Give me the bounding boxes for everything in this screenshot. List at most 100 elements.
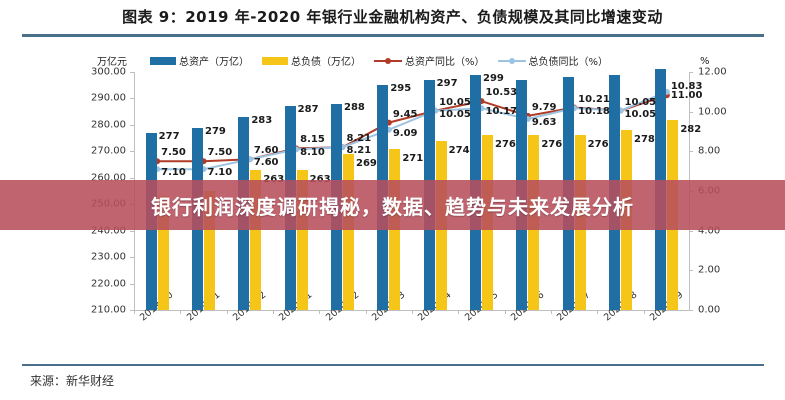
bar-total-liabilities xyxy=(296,169,308,310)
x-axis-tick xyxy=(504,310,506,314)
left-axis-tick-label: 270.00 xyxy=(91,145,126,157)
right-axis-tick xyxy=(689,72,693,73)
bar-label-total-liabilities: 276 xyxy=(587,139,609,151)
bar-label-total-liabilities: 269 xyxy=(356,157,377,169)
left-axis-tick xyxy=(130,230,134,232)
point-label-liability-yoy: 8.21 xyxy=(346,145,372,157)
point-label-liability-yoy: 8.10 xyxy=(300,147,325,159)
left-axis-tick xyxy=(130,310,134,311)
x-axis-tick xyxy=(597,310,599,314)
right-axis-unit: % xyxy=(700,56,710,67)
right-axis-tick xyxy=(689,151,693,153)
right-axis-tick-label: 2.00 xyxy=(698,264,721,276)
bar-label-total-assets: 283 xyxy=(251,114,273,126)
x-axis-tick xyxy=(273,310,274,314)
point-label-asset-yoy: 10.53 xyxy=(485,87,518,99)
footer-divider xyxy=(22,364,764,366)
overlay-banner: 银行利润深度调研揭秘，数据、趋势与未来发展分析 xyxy=(0,180,785,230)
right-axis-tick-label: 12.00 xyxy=(698,66,727,78)
legend-item-label: 总资产（万亿） xyxy=(179,57,249,68)
left-axis-tick xyxy=(130,151,134,153)
point-label-asset-yoy: 10.05 xyxy=(439,96,471,108)
left-axis-tick xyxy=(130,283,134,285)
bar-label-total-liabilities: 278 xyxy=(634,134,655,146)
x-axis-tick xyxy=(365,310,367,314)
left-axis-unit: 万亿元 xyxy=(97,57,127,68)
point-label-liability-yoy: 7.10 xyxy=(161,167,186,179)
x-axis-tick xyxy=(180,310,182,314)
source-note: 来源：新华财经 xyxy=(30,374,115,388)
x-axis-tick xyxy=(458,310,460,314)
left-axis-tick-label: 210.00 xyxy=(91,304,126,316)
bar-label-total-liabilities: 282 xyxy=(680,123,702,135)
point-label-asset-yoy: 9.79 xyxy=(531,101,557,113)
legend-swatch-line xyxy=(374,56,402,66)
point-label-liability-yoy: 9.09 xyxy=(392,127,418,139)
legend-item-3[interactable]: 总负债同比（%） xyxy=(497,53,608,68)
point-label-liability-yoy: 9.63 xyxy=(531,117,557,128)
bar-total-liabilities xyxy=(343,153,354,310)
left-axis-tick-label: 300.00 xyxy=(91,66,126,78)
point-label-asset-yoy: 9.45 xyxy=(392,108,418,120)
bar-label-total-assets: 277 xyxy=(158,130,180,142)
legend-swatch-bar xyxy=(262,56,288,65)
left-axis-tick-label: 290.00 xyxy=(91,92,126,104)
left-axis-tick-label: 220.00 xyxy=(91,278,126,290)
legend-item-0[interactable]: 总资产（万亿） xyxy=(150,53,249,68)
x-axis-tick xyxy=(551,310,552,314)
left-axis-tick-label: 280.00 xyxy=(91,119,126,131)
bar-total-liabilities xyxy=(157,196,169,310)
left-axis-tick xyxy=(130,98,134,100)
legend-item-1[interactable]: 总负债（万亿） xyxy=(262,53,361,68)
legend-item-label: 总负债（万亿） xyxy=(291,57,361,68)
left-axis-tick-label: 260.00 xyxy=(91,172,126,184)
point-label-liability-yoy: 11.00 xyxy=(670,89,703,101)
point-label-asset-yoy: 10.05 xyxy=(624,96,657,108)
legend-item-label: 总资产同比（%） xyxy=(405,57,485,68)
left-axis-tick xyxy=(130,177,134,179)
x-axis-tick xyxy=(226,310,228,314)
bar-total-liabilities xyxy=(250,169,262,310)
right-axis-tick xyxy=(689,230,693,232)
point-label-asset-yoy: 10.21 xyxy=(578,93,610,105)
bar-label-total-assets: 299 xyxy=(483,72,504,84)
right-axis-tick xyxy=(689,270,693,272)
bar-total-liabilities xyxy=(204,191,215,310)
bar-label-total-liabilities: 271 xyxy=(402,152,424,164)
left-axis-tick-label: 230.00 xyxy=(91,251,126,263)
chart-legend: 总资产（万亿） 总负债（万亿） 总资产同比（%） 总负债同比（%） xyxy=(150,53,608,68)
overlay-banner-text: 银行利润深度调研揭秘，数据、趋势与未来发展分析 xyxy=(151,194,634,219)
point-label-asset-yoy: 7.50 xyxy=(207,147,233,159)
legend-swatch-line xyxy=(497,56,526,66)
bar-label-total-liabilities: 263 xyxy=(310,174,331,185)
x-axis-tick xyxy=(412,310,413,314)
right-axis-tick-label: 8.00 xyxy=(698,145,721,157)
point-label-asset-yoy: 7.50 xyxy=(161,147,186,159)
point-label-liability-yoy: 10.18 xyxy=(578,106,610,118)
point-label-liability-yoy: 10.17 xyxy=(485,106,518,118)
right-axis-tick-label: 4.00 xyxy=(698,225,721,237)
point-label-liability-yoy: 7.10 xyxy=(207,167,233,179)
bar-label-total-liabilities: 276 xyxy=(541,139,563,151)
point-label-asset-yoy: 10.83 xyxy=(670,81,703,93)
point-label-asset-yoy: 7.60 xyxy=(253,145,279,157)
legend-item-2[interactable]: 总资产同比（%） xyxy=(374,53,485,68)
left-axis-tick xyxy=(130,72,134,73)
bar-label-total-assets: 288 xyxy=(344,101,365,113)
point-label-liability-yoy: 7.60 xyxy=(253,157,279,169)
point-label-liability-yoy: 10.05 xyxy=(439,108,471,120)
right-axis-tick xyxy=(689,111,693,113)
point-label-liability-yoy: 10.05 xyxy=(624,108,657,120)
bar-label-total-assets: 287 xyxy=(297,104,319,116)
right-axis-tick xyxy=(689,310,693,311)
point-label-asset-yoy: 8.15 xyxy=(300,134,325,146)
left-axis-tick xyxy=(130,257,134,259)
page-title: 图表 9：2019 年-2020 年银行业金融机构资产、负债规模及其同比增速变动 xyxy=(122,8,663,26)
bar-label-total-assets: 279 xyxy=(205,125,226,137)
bar-label-total-liabilities: 263 xyxy=(263,174,284,185)
left-axis-tick xyxy=(130,124,134,126)
bar-label-total-liabilities: 276 xyxy=(495,139,516,151)
bar-label-total-liabilities: 274 xyxy=(448,144,470,156)
x-axis-tick xyxy=(319,310,321,314)
